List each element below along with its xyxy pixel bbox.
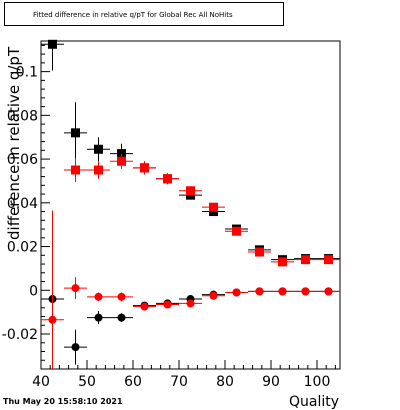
y-tick-label: 0.08: [7, 108, 38, 124]
x-tick-label: 80: [216, 374, 234, 390]
x-axis-label: Quality: [289, 394, 339, 410]
date-stamp: Thu May 20 15:58:10 2021: [3, 397, 123, 406]
y-axis-ticks: -0.02 0 0.02 0.04 0.06 0.08 0.1: [2, 44, 50, 370]
data-point-square: [301, 255, 310, 265]
data-point-square: [324, 255, 333, 265]
series-group: [41, 210, 340, 369]
data-point-circle: [117, 313, 126, 322]
data-point-square: [71, 165, 80, 175]
x-tick-label: 50: [78, 374, 96, 390]
y-tick-label: -0.02: [2, 327, 38, 343]
data-point-circle: [71, 284, 80, 293]
data-point-circle: [255, 287, 264, 296]
x-tick-label: 60: [124, 374, 142, 390]
data-point-square: [71, 128, 80, 138]
data-point-square: [140, 163, 149, 173]
series-group: [41, 277, 340, 365]
series-group: [41, 39, 340, 265]
y-tick-label: 0.04: [7, 196, 38, 212]
data-point-square: [94, 165, 103, 175]
chart-title-box: Fitted difference in relative q/pT for G…: [4, 2, 284, 26]
data-point-square: [163, 174, 172, 184]
x-axis-ticks: 40 50 60 70 80 90 100: [32, 360, 336, 390]
x-tick-label: 70: [170, 374, 188, 390]
data-point-circle: [324, 287, 333, 296]
x-tick-label: 100: [304, 374, 331, 390]
y-axis-label: difference in relative q/pT: [5, 46, 23, 240]
data-point-square: [232, 226, 241, 236]
data-point-circle: [117, 292, 126, 301]
y-tick-label: 0.02: [7, 240, 38, 256]
y-tick-label: 0: [29, 283, 38, 299]
y-tick-label: 0.06: [7, 152, 38, 168]
x-tick-label: 40: [32, 374, 50, 390]
data-point-circle: [278, 287, 287, 296]
data-point-square: [278, 257, 287, 267]
plot-frame: [40, 40, 341, 370]
data-series: [41, 39, 340, 369]
data-point-circle: [94, 313, 103, 322]
data-point-circle: [163, 300, 172, 309]
data-point-square: [255, 247, 264, 257]
data-point-square: [48, 39, 57, 49]
data-point-circle: [140, 302, 149, 311]
data-point-circle: [301, 287, 310, 296]
data-point-square: [94, 144, 103, 154]
data-point-square: [209, 202, 218, 212]
series-group: [64, 153, 340, 267]
data-point-circle: [186, 299, 195, 308]
data-point-circle: [71, 343, 80, 352]
data-point-square: [117, 156, 126, 166]
y-tick-label: 0.1: [16, 65, 38, 81]
data-point-circle: [232, 288, 241, 297]
data-point-square: [186, 186, 195, 196]
data-point-circle: [209, 291, 218, 300]
data-point-circle: [48, 315, 57, 324]
data-point-circle: [94, 292, 103, 301]
x-tick-label: 90: [262, 374, 280, 390]
chart-title: Fitted difference in relative q/pT for G…: [33, 11, 233, 19]
